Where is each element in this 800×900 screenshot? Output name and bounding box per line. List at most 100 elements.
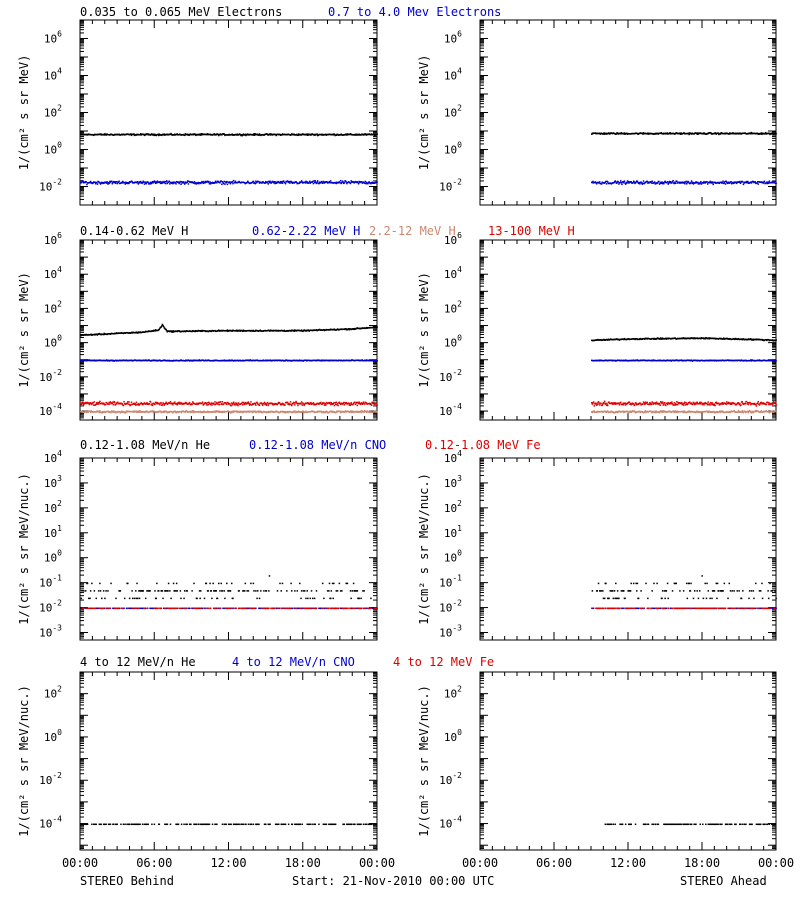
- data-point: [739, 182, 742, 185]
- data-point: [666, 132, 669, 134]
- data-point: [304, 411, 307, 413]
- data-point: [213, 411, 215, 413]
- data-point: [234, 180, 237, 183]
- data-point: [332, 403, 334, 405]
- data-point: [156, 180, 159, 182]
- data-point: [103, 332, 106, 335]
- data-point: [102, 333, 105, 336]
- data-point: [768, 180, 771, 182]
- data-point: [275, 134, 278, 137]
- data-point: [161, 325, 163, 327]
- data-point: [208, 181, 210, 183]
- data-point: [623, 338, 625, 341]
- data-point: [284, 360, 286, 362]
- data-point: [745, 180, 748, 183]
- data-point: [112, 401, 114, 403]
- data-point: [663, 182, 665, 185]
- data-point: [615, 133, 618, 135]
- data-point: [127, 403, 130, 405]
- data-point: [630, 181, 632, 183]
- data-point: [164, 411, 166, 413]
- data-point: [624, 182, 626, 184]
- data-point: [139, 134, 141, 136]
- data-point: [368, 181, 370, 183]
- data-point: [368, 402, 371, 405]
- data-point: [312, 402, 315, 404]
- data-point: [255, 404, 257, 406]
- y-tick-label: 102: [444, 299, 462, 315]
- data-point: [279, 182, 281, 184]
- data-point: [109, 401, 112, 403]
- data-point: [254, 402, 256, 405]
- data-point: [252, 134, 255, 136]
- data-point: [267, 411, 269, 414]
- data-point: [258, 404, 261, 407]
- data-point: [184, 411, 187, 413]
- data-point: [175, 402, 178, 405]
- data-point: [147, 181, 149, 184]
- data-point: [732, 181, 734, 184]
- data-point: [164, 182, 167, 185]
- data-point: [132, 403, 135, 405]
- data-point: [692, 181, 694, 184]
- data-point: [266, 181, 269, 183]
- data-point: [88, 402, 90, 405]
- data-point: [329, 180, 332, 182]
- data-point: [263, 134, 266, 136]
- data-point: [234, 181, 236, 184]
- y-tick-label: 102: [44, 299, 62, 315]
- data-point: [329, 403, 332, 406]
- data-point: [140, 133, 142, 135]
- data-point: [333, 404, 336, 407]
- data-point: [357, 402, 360, 405]
- data-point: [759, 133, 762, 135]
- data-point: [195, 183, 198, 185]
- data-point: [292, 329, 295, 332]
- data-point: [323, 404, 326, 406]
- data-point: [689, 182, 692, 185]
- data-point: [347, 402, 350, 404]
- data-point: [766, 181, 768, 183]
- y-tick-label: 104: [444, 265, 462, 281]
- data-point: [157, 133, 159, 136]
- data-point: [115, 180, 118, 183]
- data-point: [139, 181, 141, 184]
- data-point: [235, 329, 238, 331]
- data-point: [121, 403, 123, 405]
- data-point: [143, 134, 146, 137]
- data-point: [728, 133, 731, 135]
- data-point: [691, 182, 694, 185]
- data-point: [284, 410, 286, 413]
- data-point: [134, 402, 136, 405]
- data-point: [252, 180, 255, 183]
- data-point: [213, 133, 216, 135]
- data-point: [295, 411, 297, 414]
- data-point: [271, 402, 273, 404]
- data-point: [605, 183, 608, 185]
- data-point: [671, 180, 674, 183]
- data-point: [154, 133, 156, 136]
- data-point: [697, 132, 699, 134]
- data-point: [253, 133, 255, 135]
- data-point: [349, 410, 352, 412]
- data-point: [113, 400, 115, 403]
- data-point: [355, 402, 357, 404]
- data-point: [342, 401, 345, 404]
- data-point: [764, 131, 767, 134]
- data-point: [191, 181, 194, 183]
- data-point: [654, 183, 657, 185]
- data-point: [665, 338, 668, 340]
- data-point: [349, 133, 351, 136]
- data-point: [273, 182, 275, 184]
- data-point: [240, 134, 242, 137]
- y-tick-label: 10-2: [439, 178, 462, 194]
- data-point: [359, 403, 362, 406]
- data-point: [747, 180, 749, 183]
- data-point: [255, 180, 257, 182]
- data-point: [303, 403, 306, 406]
- data-point: [724, 183, 727, 185]
- data-point: [230, 402, 233, 404]
- data-point: [757, 183, 759, 185]
- data-point: [140, 180, 142, 183]
